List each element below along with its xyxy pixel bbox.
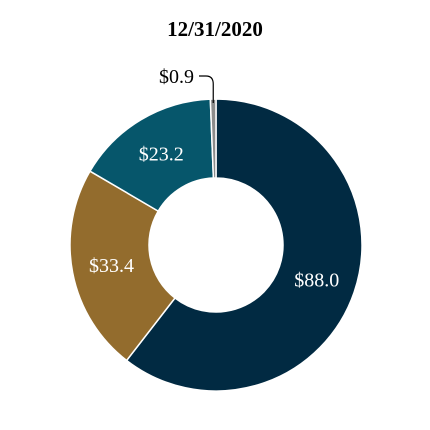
slice-label: $33.4 (89, 255, 134, 277)
donut-slice (125, 98, 363, 392)
donut-slice (69, 170, 177, 362)
donut-slice (89, 98, 215, 213)
slice-label: $23.2 (139, 144, 184, 166)
slice-label: $0.9 (159, 66, 194, 88)
leader-line (199, 75, 214, 104)
chart-title: 12/31/2020 (167, 17, 263, 41)
slice-label: $88.0 (294, 269, 339, 291)
donut-slice (209, 98, 217, 179)
